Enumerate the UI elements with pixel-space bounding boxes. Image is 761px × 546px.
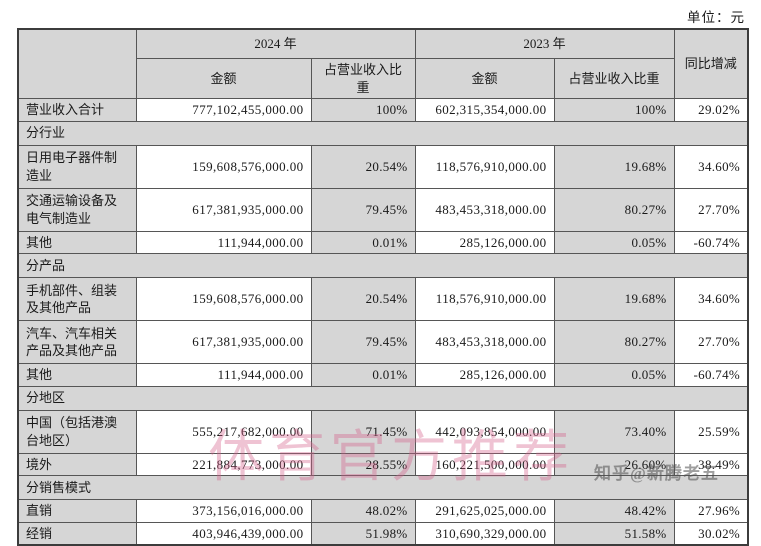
header-row-years: 2024 年 2023 年 同比增减	[17, 28, 749, 100]
row-label: 直销	[17, 499, 137, 523]
section-label: 分地区	[17, 385, 749, 411]
yoy-header: 同比增减	[673, 28, 749, 100]
row-label: 境外	[17, 452, 137, 477]
ratio-2024-cell: 20.54%	[310, 277, 416, 322]
row-label: 中国（包括港澳台地区）	[17, 409, 137, 454]
ratio-2024-header: 占营业收入比重	[310, 57, 416, 100]
table-row: 交通运输设备及电气制造业 617,381,935,000.00 79.45% 4…	[17, 187, 749, 232]
amount-2023-cell: 310,690,329,000.00	[414, 521, 555, 546]
amount-2024-cell: 111,944,000.00	[135, 363, 312, 387]
amount-2024-cell: 617,381,935,000.00	[135, 320, 312, 365]
year-2024-header: 2024 年	[135, 28, 416, 59]
table-row: 手机部件、组装及其他产品 159,608,576,000.00 20.54% 1…	[17, 277, 749, 322]
year-2023-header: 2023 年	[414, 28, 675, 59]
corner-blank-cell	[17, 28, 137, 100]
yoy-cell: 38.49%	[673, 452, 749, 477]
unit-label: 单位：元	[687, 10, 745, 25]
table-row: 境外 221,884,773,000.00 28.55% 160,221,500…	[17, 452, 749, 477]
amount-2023-header: 金额	[414, 57, 555, 100]
row-label: 汽车、汽车相关产品及其他产品	[17, 320, 137, 365]
amount-2024-cell: 373,156,016,000.00	[135, 499, 312, 523]
ratio-2023-cell: 80.27%	[553, 187, 675, 232]
ratio-2024-cell: 20.54%	[310, 144, 416, 189]
amount-2023-cell: 118,576,910,000.00	[414, 144, 555, 189]
table-row: 营业收入合计 777,102,455,000.00 100% 602,315,3…	[17, 98, 749, 122]
amount-2024-cell: 221,884,773,000.00	[135, 452, 312, 477]
amount-2023-cell: 285,126,000.00	[414, 363, 555, 387]
table-row: 其他 111,944,000.00 0.01% 285,126,000.00 0…	[17, 230, 749, 255]
amount-2023-cell: 291,625,025,000.00	[414, 499, 555, 523]
section-label: 分行业	[17, 120, 749, 146]
ratio-2024-cell: 79.45%	[310, 320, 416, 365]
row-label: 营业收入合计	[17, 98, 137, 122]
section-row: 分地区	[17, 385, 749, 411]
table-row: 经销 403,946,439,000.00 51.98% 310,690,329…	[17, 521, 749, 546]
row-label: 经销	[17, 521, 137, 546]
ratio-2023-cell: 19.68%	[553, 144, 675, 189]
table-row: 汽车、汽车相关产品及其他产品 617,381,935,000.00 79.45%…	[17, 320, 749, 365]
yoy-cell: 27.96%	[673, 499, 749, 523]
ratio-2024-cell: 79.45%	[310, 187, 416, 232]
ratio-2023-cell: 100%	[553, 98, 675, 122]
amount-2024-cell: 159,608,576,000.00	[135, 277, 312, 322]
amount-2023-cell: 483,453,318,000.00	[414, 187, 555, 232]
amount-2024-cell: 777,102,455,000.00	[135, 98, 312, 122]
yoy-cell: -60.74%	[673, 363, 749, 387]
ratio-2023-cell: 0.05%	[553, 230, 675, 255]
header-row-subcolumns: 金额 占营业收入比重 金额 占营业收入比重	[18, 57, 748, 100]
ratio-2024-cell: 100%	[310, 98, 416, 122]
amount-2024-cell: 555,217,682,000.00	[135, 409, 312, 454]
yoy-cell: 34.60%	[673, 144, 749, 189]
ratio-2024-cell: 0.01%	[310, 363, 416, 387]
yoy-cell: 30.02%	[673, 521, 749, 546]
section-label: 分产品	[17, 253, 749, 279]
section-row: 分行业	[17, 120, 749, 146]
yoy-cell: 25.59%	[673, 409, 749, 454]
ratio-2023-cell: 19.68%	[553, 277, 675, 322]
amount-2023-cell: 285,126,000.00	[414, 230, 555, 255]
section-row: 分销售模式	[17, 475, 749, 501]
row-label: 其他	[17, 363, 137, 387]
ratio-2023-cell: 48.42%	[553, 499, 675, 523]
yoy-cell: 27.70%	[673, 187, 749, 232]
ratio-2024-cell: 48.02%	[310, 499, 416, 523]
table-row: 直销 373,156,016,000.00 48.02% 291,625,025…	[17, 499, 749, 523]
revenue-breakdown-table: 2024 年 2023 年 同比增减 金额 占营业收入比重 金额 占营业收入比重…	[17, 28, 750, 546]
report-page: { "page": { "unit_label": "单位：元" }, "tab…	[17, 10, 750, 546]
amount-2024-cell: 403,946,439,000.00	[135, 521, 312, 546]
ratio-2024-cell: 0.01%	[310, 230, 416, 255]
ratio-2023-cell: 80.27%	[553, 320, 675, 365]
yoy-cell: 34.60%	[673, 277, 749, 322]
ratio-2024-cell: 28.55%	[310, 452, 416, 477]
amount-2024-header: 金额	[135, 57, 312, 100]
row-label: 日用电子器件制造业	[17, 144, 137, 189]
amount-2024-cell: 617,381,935,000.00	[135, 187, 312, 232]
section-row: 分产品	[17, 253, 749, 279]
amount-2023-cell: 602,315,354,000.00	[414, 98, 555, 122]
table-row: 其他 111,944,000.00 0.01% 285,126,000.00 0…	[17, 363, 749, 387]
amount-2024-cell: 159,608,576,000.00	[135, 144, 312, 189]
row-label: 手机部件、组装及其他产品	[17, 277, 137, 322]
row-label: 其他	[17, 230, 137, 255]
amount-2023-cell: 160,221,500,000.00	[414, 452, 555, 477]
row-label: 交通运输设备及电气制造业	[17, 187, 137, 232]
ratio-2023-header: 占营业收入比重	[553, 57, 675, 100]
amount-2024-cell: 111,944,000.00	[135, 230, 312, 255]
ratio-2023-cell: 51.58%	[553, 521, 675, 546]
amount-2023-cell: 442,093,854,000.00	[414, 409, 555, 454]
ratio-2023-cell: 73.40%	[553, 409, 675, 454]
yoy-cell: 29.02%	[673, 98, 749, 122]
ratio-2023-cell: 0.05%	[553, 363, 675, 387]
ratio-2024-cell: 51.98%	[310, 521, 416, 546]
ratio-2023-cell: 26.60%	[553, 452, 675, 477]
table-row: 中国（包括港澳台地区） 555,217,682,000.00 71.45% 44…	[17, 409, 749, 454]
section-label: 分销售模式	[17, 475, 749, 501]
ratio-2024-cell: 71.45%	[310, 409, 416, 454]
amount-2023-cell: 483,453,318,000.00	[414, 320, 555, 365]
table-row: 日用电子器件制造业 159,608,576,000.00 20.54% 118,…	[17, 144, 749, 189]
amount-2023-cell: 118,576,910,000.00	[414, 277, 555, 322]
yoy-cell: -60.74%	[673, 230, 749, 255]
yoy-cell: 27.70%	[673, 320, 749, 365]
